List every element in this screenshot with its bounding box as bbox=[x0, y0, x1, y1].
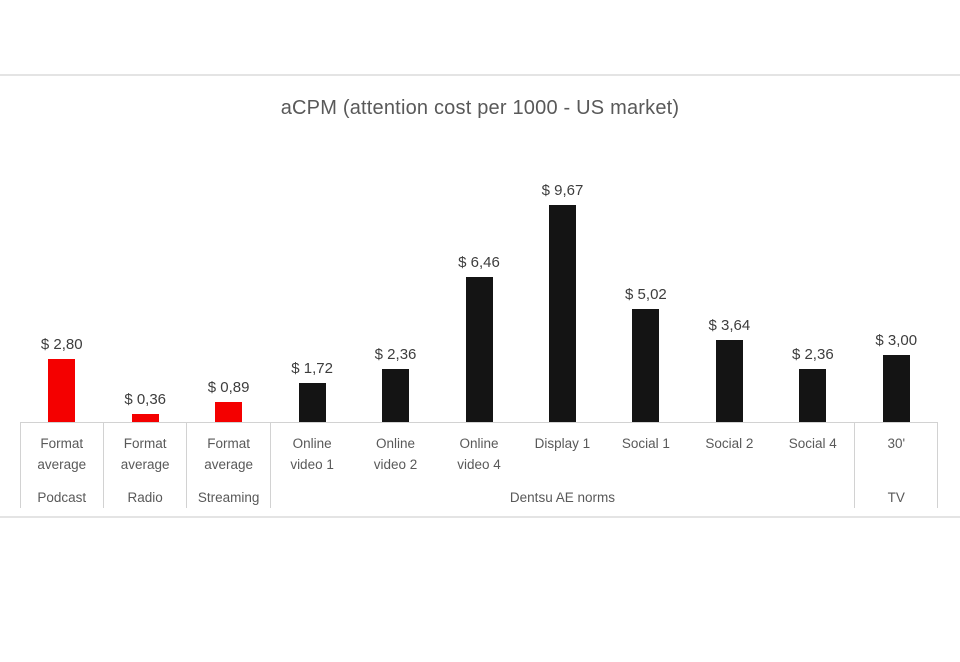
bar bbox=[215, 402, 243, 422]
group-label: Streaming bbox=[197, 490, 260, 505]
group-label: Radio bbox=[127, 490, 163, 505]
bar-value-label: $ 3,64 bbox=[708, 317, 751, 334]
bar bbox=[298, 383, 326, 422]
category-label: Social 2 bbox=[705, 436, 754, 451]
chart-title: aCPM (attention cost per 1000 - US marke… bbox=[280, 97, 680, 119]
bar bbox=[882, 355, 910, 422]
axis-separator-line bbox=[854, 423, 856, 508]
bar bbox=[799, 369, 827, 422]
bar bbox=[48, 359, 76, 422]
bar bbox=[715, 340, 743, 422]
axis-separator-line bbox=[269, 423, 271, 508]
category-label: Format average bbox=[37, 436, 87, 472]
bar-value-label: $ 6,46 bbox=[458, 254, 500, 271]
bar-value-label: $ 5,02 bbox=[625, 286, 667, 303]
group-label: Dentsu AE norms bbox=[509, 490, 615, 505]
bar-value-label: $ 0,89 bbox=[207, 379, 250, 396]
bar-value-label: $ 3,00 bbox=[875, 332, 918, 349]
category-label: Online video 2 bbox=[373, 436, 418, 472]
bar bbox=[548, 205, 576, 422]
category-label: Online video 4 bbox=[457, 436, 501, 472]
bar-value-label: $ 9,67 bbox=[541, 182, 584, 199]
bar-value-label: $ 2,80 bbox=[40, 336, 83, 353]
bar-value-label: $ 2,36 bbox=[791, 346, 834, 363]
category-axis: Format average Format average Format average O… bbox=[20, 422, 938, 508]
plot-area: $ 2,80 $ 0,36 $ 0,89 $ 1,72 $ 2,36 $ 6,46 $ 9,… bbox=[20, 160, 938, 422]
category-label: Format average bbox=[204, 436, 254, 472]
bar-value-label: $ 2,36 bbox=[374, 346, 417, 363]
axis-separator-line bbox=[937, 423, 938, 508]
category-label: Online video 1 bbox=[290, 436, 334, 472]
axis-separator-line bbox=[186, 423, 188, 508]
axis-separator-line bbox=[102, 423, 104, 508]
bar bbox=[382, 369, 410, 422]
category-label: Social 1 bbox=[621, 436, 670, 451]
top-divider-line bbox=[0, 74, 960, 76]
category-label: Format average bbox=[120, 436, 170, 472]
category-label: Display 1 bbox=[534, 436, 591, 451]
bar bbox=[632, 309, 660, 422]
category-label: Social 4 bbox=[788, 436, 837, 451]
bar bbox=[465, 277, 493, 422]
bar bbox=[131, 414, 159, 422]
axis-separator-line bbox=[20, 423, 21, 508]
group-label: TV bbox=[887, 490, 905, 505]
category-label: 30' bbox=[887, 436, 906, 451]
group-label: Podcast bbox=[37, 490, 87, 505]
bar-value-label: $ 0,36 bbox=[124, 391, 167, 408]
bar-value-label: $ 1,72 bbox=[291, 360, 333, 377]
bottom-divider-line bbox=[0, 516, 960, 518]
